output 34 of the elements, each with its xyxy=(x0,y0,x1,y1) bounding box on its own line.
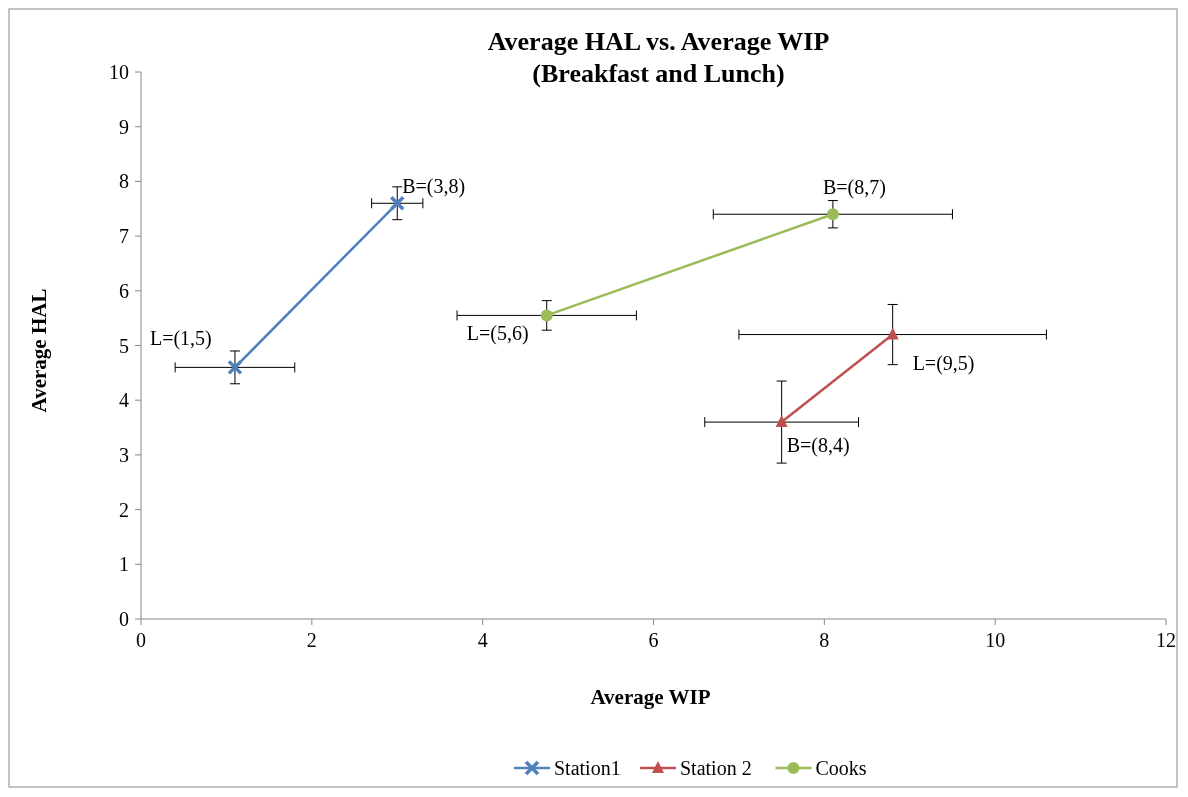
x-tick-label: 2 xyxy=(306,629,317,651)
y-tick-label: 3 xyxy=(119,443,129,466)
y-tick-label: 6 xyxy=(119,279,129,302)
x-tick-label: 6 xyxy=(648,629,659,651)
x-tick-label: 8 xyxy=(819,629,830,651)
y-tick-label: 1 xyxy=(119,553,129,576)
annotation: B=(8,4) xyxy=(786,434,850,458)
annotation: L=(9,5) xyxy=(912,351,975,375)
y-tick-label: 8 xyxy=(119,170,129,193)
y-tick-label: 0 xyxy=(119,608,129,630)
legend-label: Station1 xyxy=(554,757,621,779)
y-tick-label: 4 xyxy=(119,389,129,412)
y-tick-label: 7 xyxy=(119,225,129,248)
y-tick-label: 10 xyxy=(109,61,129,83)
y-tick-label: 5 xyxy=(119,334,129,357)
legend-label: Cooks xyxy=(815,757,867,779)
point xyxy=(826,208,839,221)
chart-title: Average HAL vs. Average WIP (Breakfast and Lunch) xyxy=(487,27,830,88)
annotation: L=(5,6) xyxy=(466,322,529,346)
annotation: B=(8,7) xyxy=(822,176,886,200)
point xyxy=(540,309,553,322)
y-axis-title: Average HAL xyxy=(27,288,51,413)
annotation: B=(3,8) xyxy=(402,175,466,199)
point xyxy=(227,359,243,376)
x-tick-label: 12 xyxy=(1156,629,1176,651)
legend-label: Station 2 xyxy=(680,757,752,779)
point xyxy=(389,195,405,212)
x-tick-label: 0 xyxy=(136,629,146,651)
y-tick-label: 2 xyxy=(119,498,129,521)
annotation: L=(1,5) xyxy=(149,327,212,351)
y-tick-label: 9 xyxy=(119,115,129,138)
x-axis-title: Average WIP xyxy=(590,685,711,709)
x-tick-label: 10 xyxy=(985,629,1006,651)
x-tick-label: 4 xyxy=(477,629,488,651)
